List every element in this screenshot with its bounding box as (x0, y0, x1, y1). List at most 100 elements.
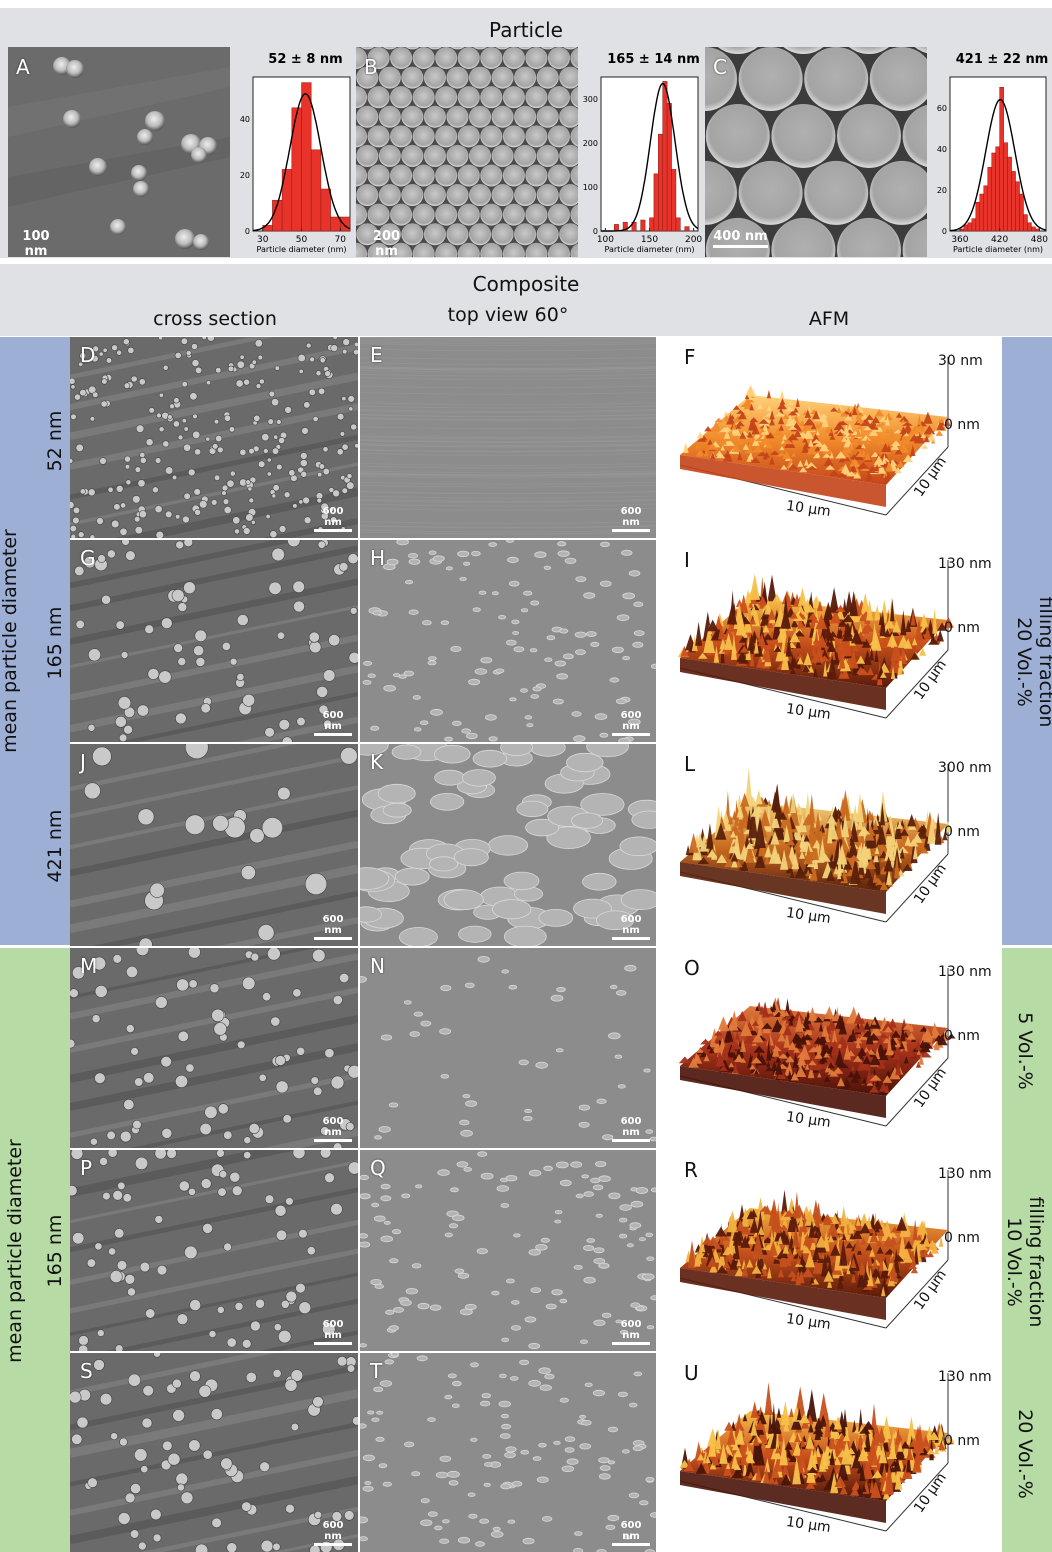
particle-sphere (412, 86, 435, 109)
filling-fraction-value: 10 Vol.-% (1003, 1217, 1025, 1307)
particle-sphere (390, 164, 413, 187)
panel-label: P (80, 1156, 93, 1180)
particle-sphere (435, 47, 458, 69)
sem-cross-section-image: P 600 nm (70, 1150, 358, 1351)
particle-sphere (914, 47, 927, 54)
particle-sphere (401, 66, 424, 89)
y-tick-label: 0 (942, 227, 947, 236)
particle-sphere (356, 164, 367, 187)
panel-label: Q (370, 1156, 386, 1180)
afm-3d-topography: U 130 nm 0 nm 10 µm 10 µm (658, 1353, 1002, 1552)
sem-cross-section-image: M 600 nm (70, 948, 358, 1148)
particle-sphere (525, 47, 548, 69)
particle-sphere (525, 164, 548, 187)
particle-sphere (547, 203, 570, 226)
particle-sphere (390, 203, 413, 226)
particle-sphere (435, 242, 458, 257)
histogram-bar (649, 217, 655, 232)
particle-sphere (570, 204, 578, 226)
sem-image-b: B 200 nm (356, 47, 578, 257)
afm-svg (679, 764, 952, 923)
left-band-blue (0, 337, 70, 945)
panel-label: I (684, 548, 690, 572)
histogram-bar (320, 188, 331, 232)
histogram-bar (995, 146, 1000, 232)
particle-sphere (446, 66, 469, 89)
particle-sphere (480, 47, 503, 69)
particle-sphere (390, 86, 413, 109)
particle-sphere (705, 160, 737, 225)
histogram-bar (666, 103, 672, 232)
particle-sphere (367, 86, 390, 109)
scale-bar: 600 nm (612, 1116, 650, 1142)
particle-sphere (412, 47, 435, 69)
particle-sphere (547, 164, 570, 187)
particle-sphere (360, 47, 375, 50)
x-tick-label: 100 (597, 235, 614, 245)
histogram-bar (999, 87, 1004, 232)
histogram-a: 30 50 70 0 20 40 Particle diameter (nm) 52 ± 8 … (231, 47, 356, 257)
particle-sphere (356, 203, 367, 226)
scale-bar: 600 nm (612, 914, 650, 940)
plot-frame (600, 76, 699, 232)
x-axis-label: Particle diameter (nm) (256, 245, 346, 254)
histogram-bar (613, 224, 619, 232)
particle-sphere (390, 242, 413, 257)
histogram-bar (967, 222, 973, 232)
scale-bar: 600 nm (612, 710, 650, 736)
z-zero-label: 0 nm (944, 1028, 980, 1044)
particle-sphere (869, 47, 927, 111)
particle-sphere (412, 242, 435, 257)
row-label-421nm: 421 nm (44, 809, 66, 883)
particle-sphere (705, 47, 737, 111)
sem-top-view-image: E 600 nm (360, 337, 656, 538)
afm-3d-topography: O 130 nm 0 nm 10 µm 10 µm (658, 948, 1002, 1148)
particle-sphere (902, 218, 927, 257)
right-green-filling: filling fraction 10 Vol.-% (1003, 1162, 1047, 1362)
particle-sphere (771, 217, 836, 257)
particle-sphere (356, 47, 367, 69)
scale-bar: 600 nm (314, 1520, 352, 1546)
histogram-bar (987, 167, 992, 232)
scale-bar: 600 nm (314, 1116, 352, 1142)
afm-3d-topography: L 300 nm 0 nm 10 µm 10 µm (658, 744, 1002, 946)
particle-sphere (401, 105, 424, 128)
particle-sphere (570, 86, 578, 108)
histogram-bar (1007, 156, 1012, 232)
scale-bar: 600 nm (612, 1520, 650, 1546)
particle-sphere (536, 144, 559, 167)
histogram-c: 360 420 480 0 20 40 60 Particle diameter (nm) 42… (928, 47, 1052, 257)
histogram-bar (653, 173, 659, 232)
panel-label: G (80, 546, 96, 570)
particle-sphere (540, 47, 555, 50)
scale-bar: 400 nm (713, 229, 768, 248)
histogram-bar (1011, 171, 1016, 232)
left-blue-title: mean particle diameter (0, 529, 21, 753)
histogram-bar (1015, 181, 1020, 232)
right-band-green (1002, 948, 1052, 1552)
particle-sphere (378, 223, 401, 246)
particle-sphere (378, 105, 401, 128)
particle-sphere (536, 184, 559, 207)
sem-top-view-image: N 600 nm (360, 948, 656, 1148)
particle-sphere (412, 203, 435, 226)
particle-sphere (717, 47, 758, 55)
sem-cross-section-image: S 600 nm (70, 1353, 358, 1552)
x-tick-label: 480 (1031, 235, 1048, 245)
particle-sphere (547, 47, 570, 69)
z-max-label: 300 nm (938, 760, 992, 776)
particle-sphere (705, 103, 770, 168)
particle-sphere (559, 223, 578, 246)
particle-sphere (559, 66, 578, 89)
x-tick-label: 70 (335, 235, 347, 245)
particle-sphere (435, 164, 458, 187)
particle-sphere (514, 66, 537, 89)
histogram-svg: 30 50 70 0 20 40 Particle diameter (nm) 52 ± 8 … (240, 52, 351, 254)
y-tick-label: 60 (937, 104, 947, 113)
right-blue-text: filling fraction 20 Vol.-% (1013, 512, 1052, 812)
histogram-bar (671, 169, 677, 232)
row-label-52nm: 52 nm (44, 410, 66, 472)
particle-sphere (367, 242, 390, 257)
panel-label: D (80, 343, 96, 367)
panel-label: F (684, 345, 696, 369)
